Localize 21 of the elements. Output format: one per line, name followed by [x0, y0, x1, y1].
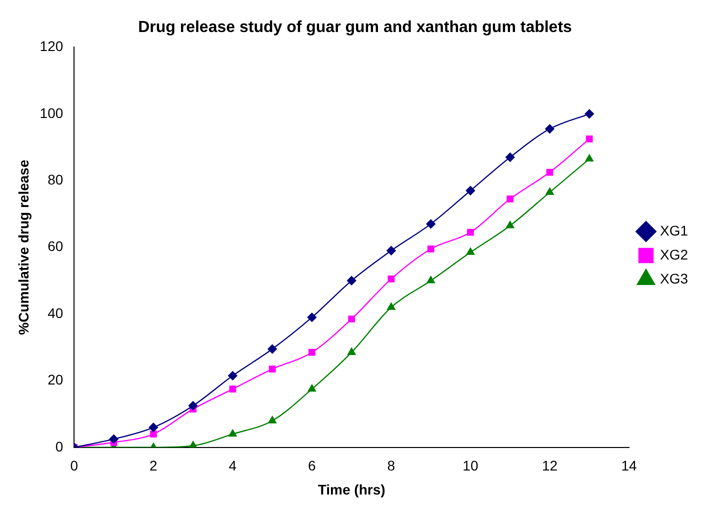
- y-tick-label: 20: [48, 372, 64, 388]
- y-tick-label: 60: [48, 238, 64, 254]
- chart-title: Drug release study of guar gum and xanthan gum tablets: [138, 19, 572, 36]
- x-tick-label: 14: [621, 458, 637, 474]
- x-tick-label: 10: [462, 458, 478, 474]
- x-tick-label: 4: [228, 458, 237, 474]
- x-tick-label: 6: [308, 458, 316, 474]
- legend-label: XG3: [660, 270, 688, 286]
- y-tick-label: 100: [40, 104, 64, 121]
- x-tick-label: 0: [70, 458, 78, 474]
- y-tick-label: 40: [48, 304, 64, 321]
- y-tick-label: 120: [40, 38, 64, 54]
- x-tick-label: 12: [542, 458, 558, 474]
- y-axis-title: %Cumulative drug release: [15, 160, 32, 335]
- x-axis-title: Time (hrs): [318, 481, 386, 498]
- y-tick-label: 80: [48, 171, 64, 188]
- legend-label: XG2: [660, 246, 688, 262]
- x-tick-label: 2: [150, 458, 158, 474]
- y-tick-label: 0: [55, 438, 64, 454]
- x-tick-label: 8: [387, 458, 396, 474]
- legend-label: XG1: [660, 222, 688, 238]
